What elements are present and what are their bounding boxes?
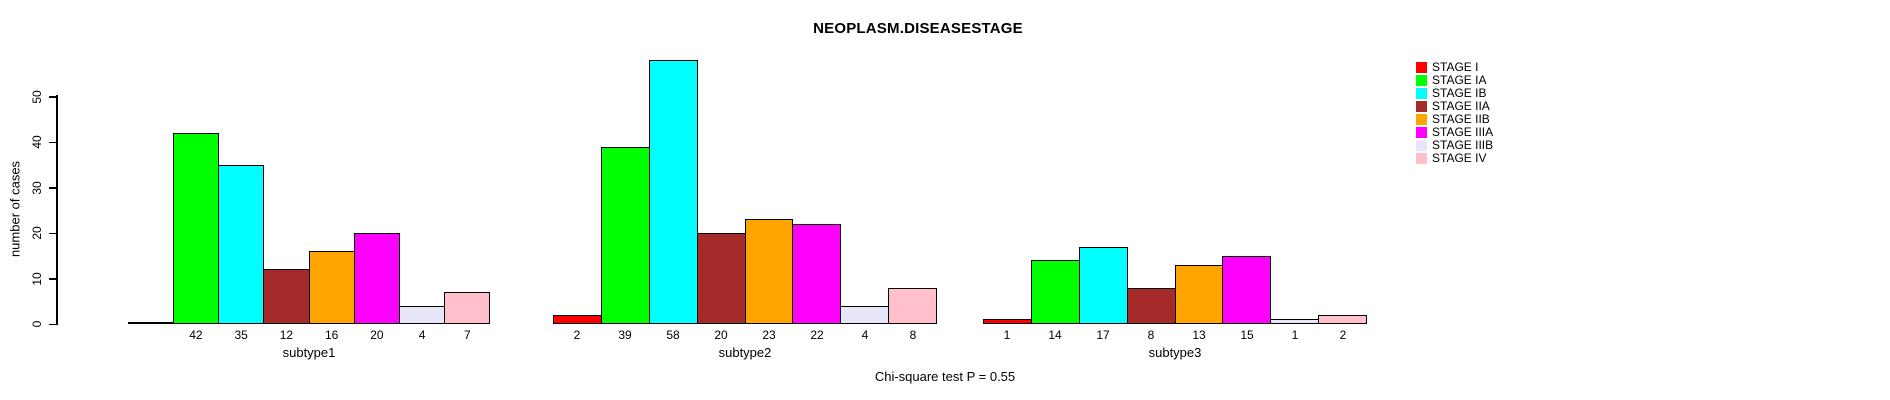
legend-swatch — [1416, 153, 1427, 164]
value-label-row-subtype3: 1 14 17 8 13 15 1 2 — [983, 328, 1367, 342]
bar-value-label: 4 — [861, 328, 869, 342]
y-tick — [49, 187, 56, 189]
bar-value-label: 58 — [666, 328, 680, 342]
y-axis — [56, 95, 58, 325]
legend: STAGE I STAGE IA STAGE IB STAGE IIA STAGE II… — [1416, 61, 1493, 165]
bar-group-subtype3 — [983, 246, 1367, 324]
legend-swatch — [1416, 75, 1427, 86]
y-tick-label: 0 — [30, 320, 44, 328]
legend-swatch — [1416, 62, 1427, 73]
bar-subtype1-stage-iv — [443, 292, 490, 324]
value-label-row-subtype1: 42 35 12 16 20 4 7 — [128, 328, 490, 342]
y-tick — [49, 141, 56, 143]
bar-value-label: 22 — [810, 328, 824, 342]
legend-swatch — [1416, 114, 1427, 125]
chart-title: NEOPLASM.DISEASESTAGE — [813, 20, 1023, 37]
legend-label: STAGE IIA — [1432, 99, 1490, 113]
bar-group-subtype2 — [553, 60, 937, 324]
legend-swatch — [1416, 127, 1427, 138]
legend-label: STAGE IIB — [1432, 112, 1490, 126]
bar-subtype1-stage-iib — [308, 251, 355, 324]
bar-value-label: 7 — [464, 328, 471, 342]
bar-value-label: 14 — [1048, 328, 1062, 342]
bar-subtype2-stage-iia — [696, 233, 746, 324]
bar-subtype3-stage-iiib — [1270, 319, 1320, 324]
group-label-subtype3: subtype3 — [1148, 345, 1202, 360]
legend-label: STAGE IB — [1432, 86, 1487, 100]
bar-value-label: 20 — [370, 328, 384, 342]
bar-subtype1-stage-i — [128, 322, 175, 324]
legend-item: STAGE IIB — [1416, 113, 1493, 126]
chi-square-note: Chi-square test P = 0.55 — [874, 369, 1016, 384]
y-tick-label: 50 — [30, 89, 44, 104]
bar-subtype3-stage-iib — [1174, 264, 1224, 324]
legend-item: STAGE IIIA — [1416, 126, 1493, 139]
bar-subtype2-stage-iiib — [840, 305, 890, 324]
legend-item: STAGE IIA — [1416, 100, 1493, 113]
bar-value-label: 17 — [1096, 328, 1110, 342]
bar-value-label: 23 — [762, 328, 776, 342]
bar-group-subtype1 — [128, 132, 490, 324]
bar-value-label: 1 — [1003, 328, 1011, 342]
y-tick-label: 30 — [30, 180, 44, 195]
bar-subtype3-stage-ib — [1078, 246, 1128, 324]
bar-subtype3-stage-ia — [1030, 260, 1080, 324]
bar-subtype3-stage-i — [983, 319, 1032, 324]
legend-item: STAGE IA — [1416, 74, 1493, 87]
bar-value-label: 1 — [1291, 328, 1299, 342]
bar-subtype1-stage-ib — [218, 164, 265, 324]
y-tick — [49, 323, 56, 325]
bar-subtype2-stage-ib — [648, 60, 698, 324]
bar-value-label: 4 — [418, 328, 426, 342]
legend-item: STAGE IB — [1416, 87, 1493, 100]
legend-label: STAGE IIIA — [1432, 125, 1494, 139]
legend-label: STAGE I — [1432, 60, 1479, 74]
bar-value-label: 8 — [909, 328, 917, 342]
bar-value-label: 2 — [1339, 328, 1347, 342]
legend-label: STAGE IA — [1432, 73, 1487, 87]
bar-subtype1-stage-iia — [263, 269, 310, 324]
y-tick-label: 10 — [30, 271, 44, 286]
legend-label: STAGE IV — [1432, 151, 1487, 165]
bar-subtype1-stage-iiia — [353, 233, 400, 324]
bar-subtype2-stage-i — [553, 314, 602, 324]
legend-item: STAGE IIIB — [1416, 139, 1493, 152]
y-tick — [49, 96, 56, 98]
bar-subtype3-stage-iv — [1318, 314, 1367, 324]
bar-value-label: 35 — [234, 328, 248, 342]
value-label-row-subtype2: 2 39 58 20 23 22 4 8 — [553, 328, 937, 342]
y-tick — [49, 278, 56, 280]
legend-swatch — [1416, 140, 1427, 151]
bar-value-label: 12 — [279, 328, 294, 342]
bar-subtype3-stage-iia — [1126, 287, 1176, 324]
legend-label: STAGE IIIB — [1432, 138, 1494, 152]
bar-subtype2-stage-iib — [744, 219, 794, 324]
y-axis-label: number of cases — [7, 160, 23, 258]
bar-subtype3-stage-iiia — [1222, 255, 1272, 324]
bar-value-label: 20 — [714, 328, 728, 342]
y-tick — [49, 232, 56, 234]
legend-item: STAGE I — [1416, 61, 1493, 74]
bar-subtype2-stage-ia — [600, 146, 650, 324]
bar-value-label: 39 — [618, 328, 632, 342]
bar-value-label: 16 — [324, 328, 339, 342]
bar-subtype2-stage-iiia — [792, 223, 842, 324]
bar-value-label: 2 — [573, 328, 581, 342]
bar-subtype1-stage-iiib — [398, 305, 445, 324]
legend-swatch — [1416, 101, 1427, 112]
bar-value-label: 8 — [1147, 328, 1155, 342]
bar-value-label — [128, 328, 173, 342]
legend-swatch — [1416, 88, 1427, 99]
y-tick-label: 20 — [30, 226, 44, 240]
group-label-subtype1: subtype1 — [282, 345, 336, 360]
bar-subtype1-stage-ia — [173, 132, 220, 324]
bar-subtype2-stage-iv — [888, 287, 937, 324]
bar-value-label: 42 — [189, 328, 203, 342]
bar-value-label: 13 — [1192, 328, 1206, 342]
group-label-subtype2: subtype2 — [718, 345, 772, 360]
bar-value-label: 15 — [1240, 328, 1254, 342]
y-tick-label: 40 — [30, 135, 44, 149]
legend-item: STAGE IV — [1416, 152, 1493, 165]
